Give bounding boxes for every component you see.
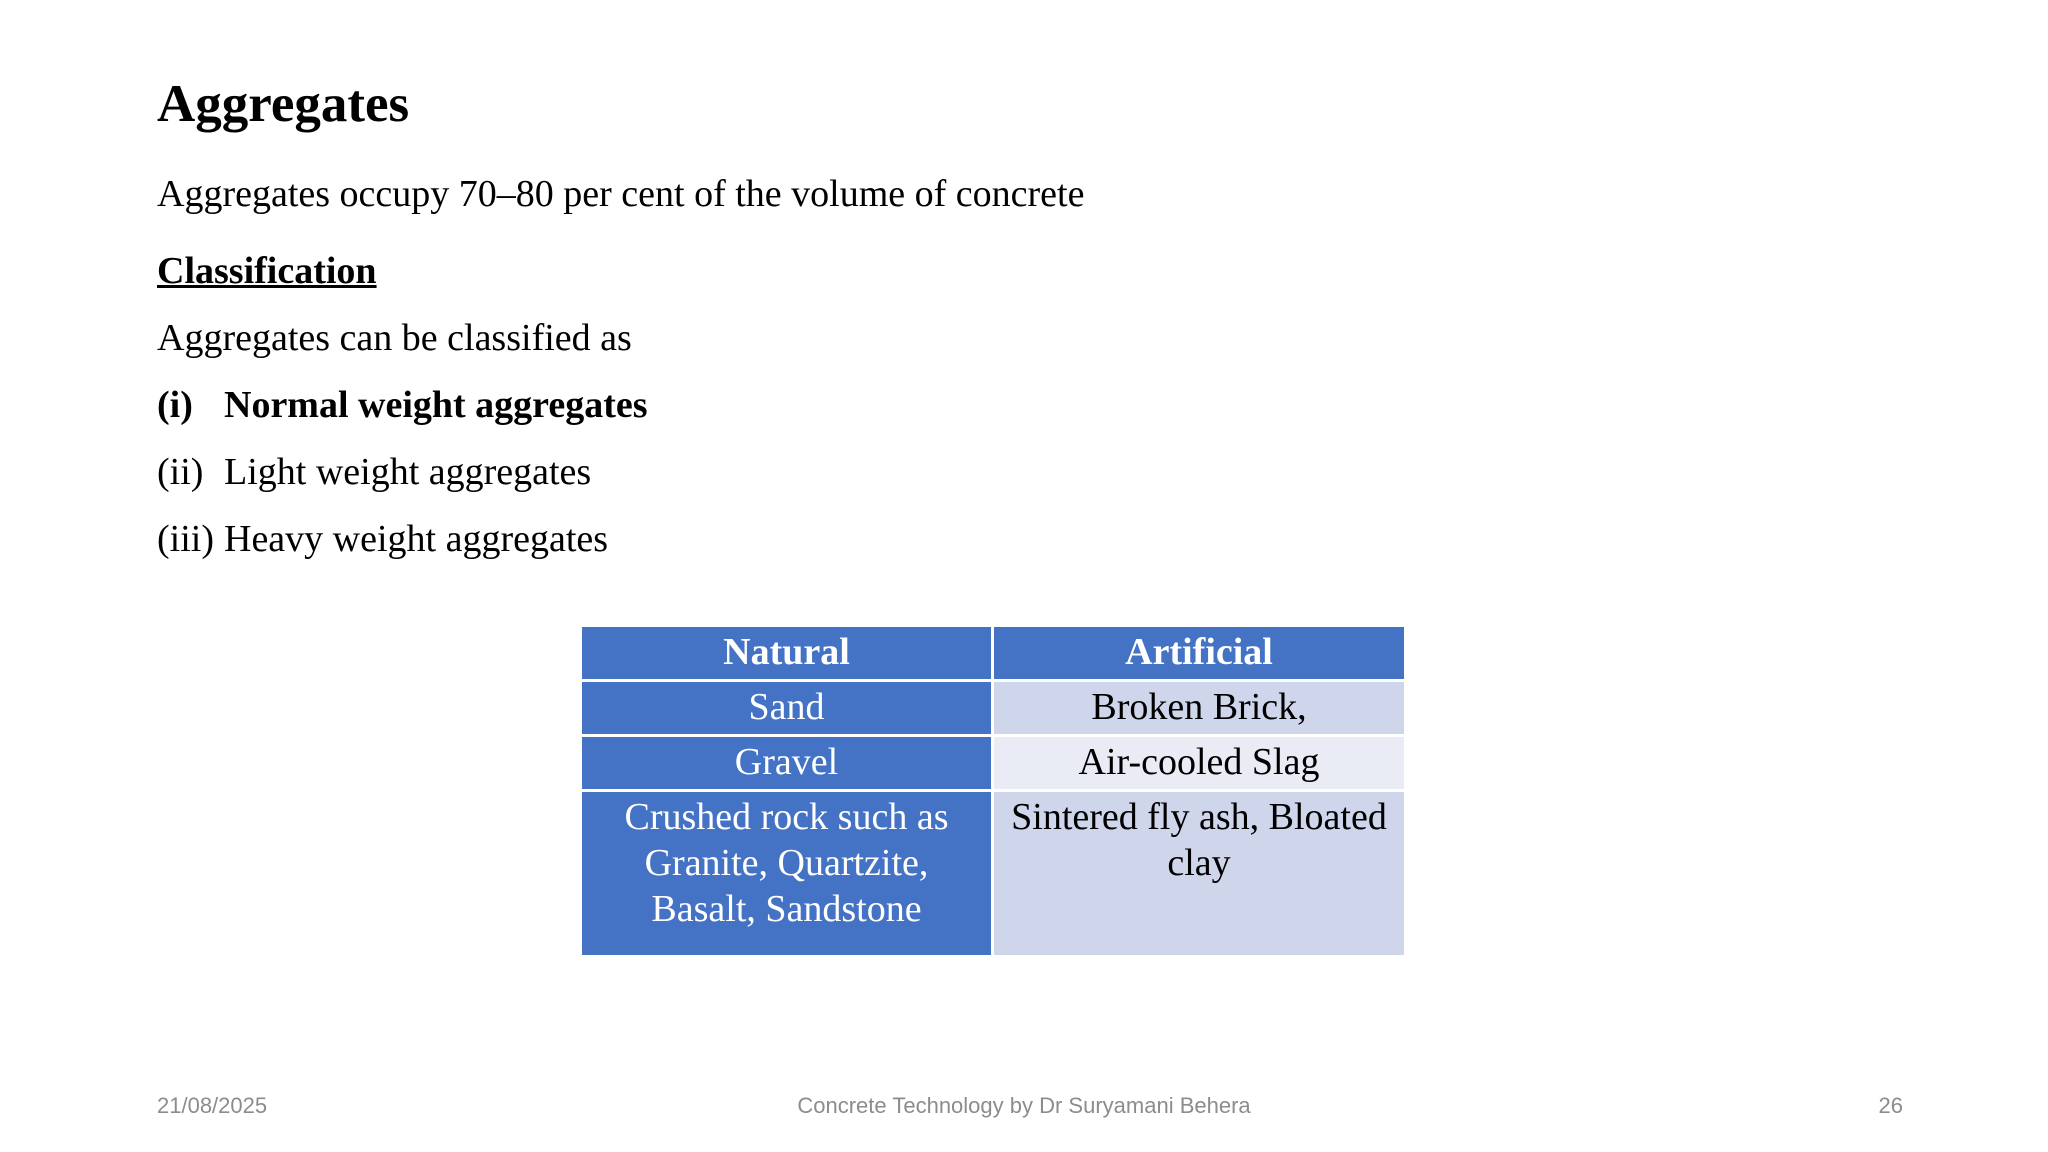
classified-text: Aggregates can be classified as bbox=[157, 317, 632, 359]
list-item-normal-weight: (i) Normal weight aggregates bbox=[157, 382, 648, 428]
list-item-text: Heavy weight aggregates bbox=[224, 518, 609, 560]
table-row: Gravel Air-cooled Slag bbox=[579, 734, 1407, 792]
list-item-heavy-weight: (iii) Heavy weight aggregates bbox=[157, 516, 608, 562]
aggregates-table: Natural Artificial Sand Broken Brick, Gr… bbox=[579, 624, 1407, 958]
table-row: Crushed rock such as Granite, Quartzite,… bbox=[579, 789, 1407, 958]
slide-title: Aggregates bbox=[157, 75, 410, 133]
table-cell-natural: Sand bbox=[579, 679, 994, 737]
table-header-row: Natural Artificial bbox=[579, 624, 1407, 682]
list-item-number: (ii) bbox=[157, 451, 204, 493]
footer-date: 21/08/2025 bbox=[157, 1093, 268, 1118]
list-item-light-weight: (ii) Light weight aggregates bbox=[157, 449, 591, 495]
list-item-number: (iii) bbox=[157, 518, 214, 560]
table-row: Sand Broken Brick, bbox=[579, 679, 1407, 737]
list-item-number: (i) bbox=[157, 384, 193, 426]
table-cell-artificial: Sintered fly ash, Bloated clay bbox=[991, 789, 1407, 958]
table-cell-artificial: Air-cooled Slag bbox=[991, 734, 1407, 792]
table-cell-natural: Gravel bbox=[579, 734, 994, 792]
page-number: 26 bbox=[1878, 1093, 1903, 1118]
footer-title: Concrete Technology by Dr Suryamani Behe… bbox=[797, 1093, 1251, 1118]
list-item-text: Normal weight aggregates bbox=[224, 384, 648, 426]
intro-text: Aggregates occupy 70–80 per cent of the … bbox=[157, 173, 1085, 215]
header-natural: Natural bbox=[579, 624, 994, 682]
list-item-text: Light weight aggregates bbox=[224, 451, 592, 493]
table-cell-natural: Crushed rock such as Granite, Quartzite,… bbox=[579, 789, 994, 958]
header-artificial: Artificial bbox=[991, 624, 1407, 682]
classification-heading: Classification bbox=[157, 250, 377, 292]
table-cell-artificial: Broken Brick, bbox=[991, 679, 1407, 737]
